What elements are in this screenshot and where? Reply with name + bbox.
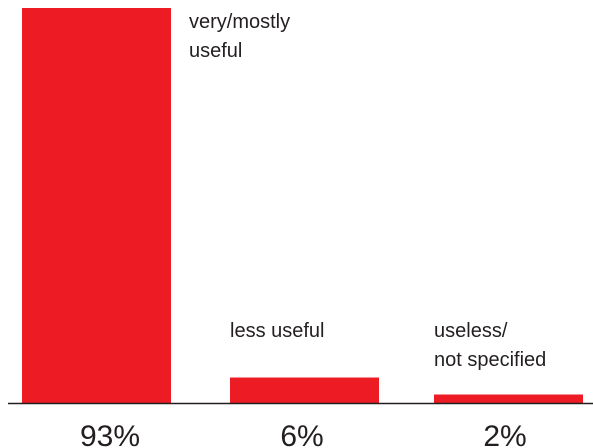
bar-1: [230, 377, 379, 403]
category-label-line: not specified: [434, 349, 546, 371]
category-label-line: useless/: [434, 320, 508, 342]
category-label-line: less useful: [230, 320, 325, 342]
category-label-2: useless/not specified: [434, 320, 546, 371]
value-label-0: 93%: [80, 420, 140, 448]
value-labels-group: 93% 6% 2%: [80, 420, 527, 448]
value-label-1: 6%: [280, 420, 323, 448]
category-label-line: useful: [189, 40, 242, 62]
category-label-line: very/mostly: [189, 11, 290, 33]
value-label-2: 2%: [483, 420, 526, 448]
category-label-0: very/mostly useful: [189, 11, 290, 62]
category-labels-group: very/mostly useful less useful useless/not …: [189, 11, 546, 371]
bar-0: [22, 8, 171, 403]
category-label-1: less useful: [230, 320, 325, 342]
bars-group: [22, 8, 583, 403]
bar-2: [434, 394, 583, 403]
